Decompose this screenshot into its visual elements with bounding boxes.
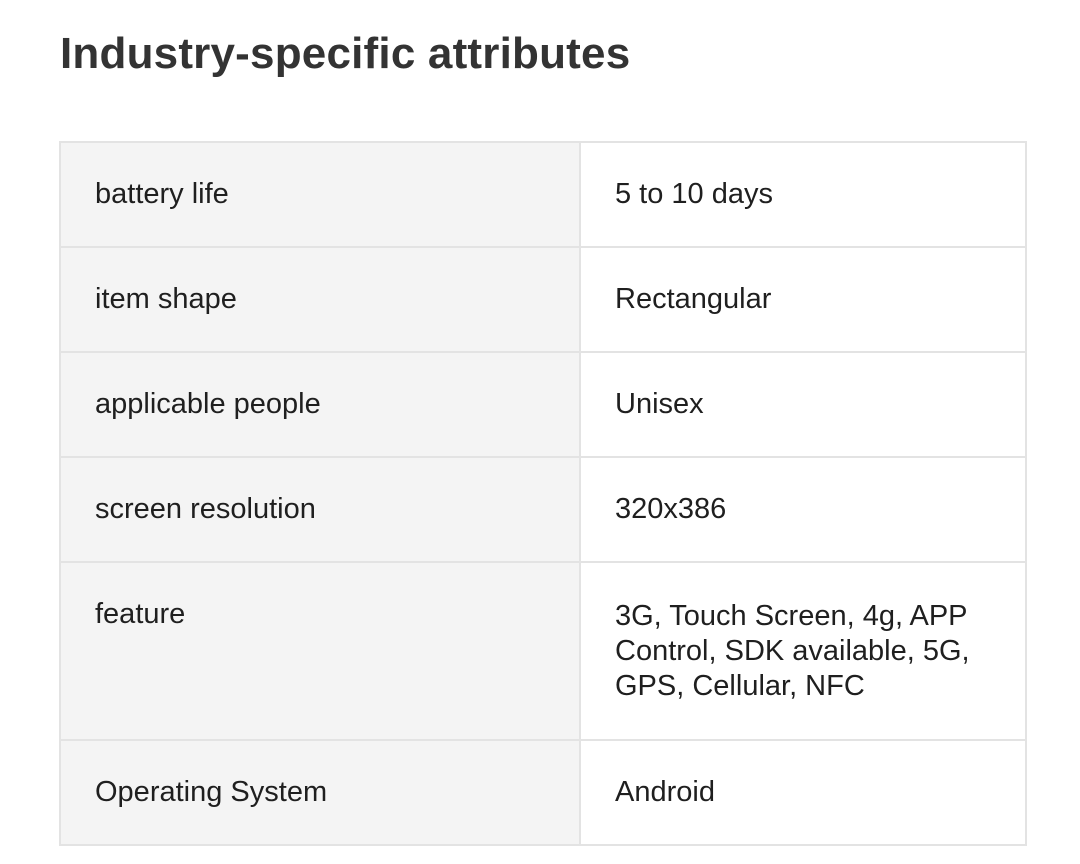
attribute-key: screen resolution <box>59 456 581 563</box>
attribute-key: Operating System <box>59 739 581 846</box>
attribute-key: feature <box>59 561 581 741</box>
attribute-value: 5 to 10 days <box>579 141 1027 248</box>
table-row: applicable people Unisex <box>59 351 1027 458</box>
table-row: Operating System Android <box>59 739 1027 846</box>
attribute-key: item shape <box>59 246 581 353</box>
attribute-value: 320x386 <box>579 456 1027 563</box>
attribute-key: applicable people <box>59 351 581 458</box>
table-row: item shape Rectangular <box>59 246 1027 353</box>
attribute-value: Unisex <box>579 351 1027 458</box>
section-title: Industry-specific attributes <box>60 29 631 78</box>
attribute-key: battery life <box>59 141 581 248</box>
attribute-value: Android <box>579 739 1027 846</box>
attribute-value: Rectangular <box>579 246 1027 353</box>
attributes-table: battery life 5 to 10 days item shape Rec… <box>59 141 1027 846</box>
table-row: feature 3G, Touch Screen, 4g, APP Contro… <box>59 561 1027 741</box>
attribute-value: 3G, Touch Screen, 4g, APP Control, SDK a… <box>579 561 1027 741</box>
table-row: battery life 5 to 10 days <box>59 141 1027 248</box>
table-row: screen resolution 320x386 <box>59 456 1027 563</box>
